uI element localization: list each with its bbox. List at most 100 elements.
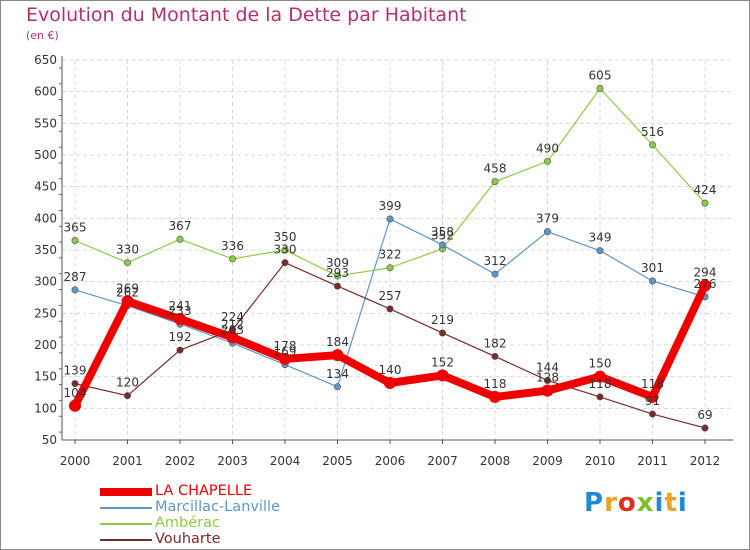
x-tick-label: 2007 (427, 454, 458, 468)
data-label: 294 (694, 265, 717, 279)
data-label: 379 (536, 212, 559, 226)
data-point (438, 241, 446, 249)
x-tick-label: 2012 (690, 454, 721, 468)
data-point (489, 390, 501, 403)
data-label: 367 (169, 219, 192, 233)
data-label: 139 (64, 364, 87, 378)
data-label: 212 (221, 317, 244, 331)
data-point (648, 277, 656, 285)
data-point (124, 392, 132, 400)
data-label: 287 (64, 270, 87, 284)
data-label: 352 (431, 229, 454, 243)
data-point (333, 282, 341, 290)
data-point (701, 199, 709, 207)
data-point (176, 346, 184, 354)
data-point (648, 410, 656, 418)
data-label: 219 (431, 313, 454, 327)
data-label: 516 (641, 125, 664, 139)
y-tick-label: 250 (34, 306, 57, 320)
data-label: 241 (169, 299, 192, 313)
data-label: 118 (484, 377, 507, 391)
data-label: 309 (326, 256, 349, 270)
x-tick-label: 2005 (322, 454, 353, 468)
data-point (543, 376, 551, 384)
x-tick-label: 2010 (585, 454, 616, 468)
x-tick-label: 2009 (532, 454, 563, 468)
data-point (596, 247, 604, 255)
data-point (596, 85, 604, 93)
data-label: 605 (589, 69, 612, 83)
y-tick-label: 150 (34, 370, 57, 384)
data-point (701, 424, 709, 432)
data-point (226, 331, 239, 344)
data-label: 233 (169, 304, 192, 318)
data-label: 424 (694, 183, 717, 197)
x-tick-label: 2011 (637, 454, 668, 468)
data-point (541, 384, 554, 397)
data-point (71, 237, 79, 245)
data-label: 301 (641, 261, 664, 275)
data-label: 350 (274, 230, 297, 244)
data-point (543, 228, 551, 236)
chart-subtitle: (en €) (26, 29, 59, 42)
y-tick-label: 550 (34, 116, 57, 130)
y-tick-label: 350 (34, 243, 57, 257)
proxiti-logo: Proxiti (584, 488, 688, 518)
data-label: 128 (536, 371, 559, 385)
data-label: 458 (484, 162, 507, 176)
data-point (69, 399, 81, 412)
y-tick-label: 650 (34, 53, 57, 67)
x-tick-label: 2004 (270, 454, 301, 468)
y-tick-label: 500 (34, 148, 57, 162)
data-label: 224 (221, 310, 244, 324)
data-point (281, 246, 289, 254)
data-label: 140 (379, 363, 402, 377)
data-point (543, 157, 551, 165)
data-point (71, 380, 79, 388)
x-tick-label: 2006 (375, 454, 406, 468)
data-label: 293 (326, 266, 349, 280)
data-point (386, 305, 394, 313)
data-label: 69 (697, 408, 712, 422)
data-point (386, 264, 394, 272)
data-label: 269 (116, 281, 139, 295)
data-label: 118 (589, 377, 612, 391)
data-point (331, 349, 344, 362)
data-point (281, 259, 289, 267)
data-point (333, 272, 341, 280)
data-label: 150 (589, 357, 612, 371)
data-label: 120 (116, 376, 139, 390)
data-point (176, 235, 184, 243)
data-point (596, 393, 604, 401)
data-point (648, 141, 656, 149)
x-tick-label: 2003 (217, 454, 248, 468)
data-point (71, 286, 79, 294)
y-tick-label: 300 (34, 275, 57, 289)
data-label: 104 (64, 386, 87, 400)
legend-swatch (100, 539, 152, 541)
data-label: 184 (326, 335, 349, 349)
data-point (491, 270, 499, 278)
data-point (436, 369, 449, 382)
data-point (594, 370, 606, 383)
data-point (229, 255, 237, 263)
data-label: 203 (221, 323, 244, 337)
data-point (333, 383, 341, 391)
data-label: 192 (169, 330, 192, 344)
data-label: 312 (484, 254, 507, 268)
y-tick-label: 200 (34, 338, 57, 352)
chart-title: Evolution du Montant de la Dette par Hab… (26, 4, 467, 26)
data-label: 169 (274, 345, 297, 359)
data-label: 91 (645, 394, 660, 408)
data-label: 257 (379, 289, 402, 303)
data-label: 365 (64, 221, 87, 235)
y-tick-label: 400 (34, 211, 57, 225)
data-point (491, 178, 499, 186)
data-label: 358 (431, 225, 454, 239)
data-label: 152 (431, 355, 454, 369)
data-label: 330 (116, 243, 139, 257)
data-label: 330 (274, 243, 297, 257)
y-tick-label: 50 (42, 433, 57, 447)
x-tick-label: 2008 (480, 454, 511, 468)
